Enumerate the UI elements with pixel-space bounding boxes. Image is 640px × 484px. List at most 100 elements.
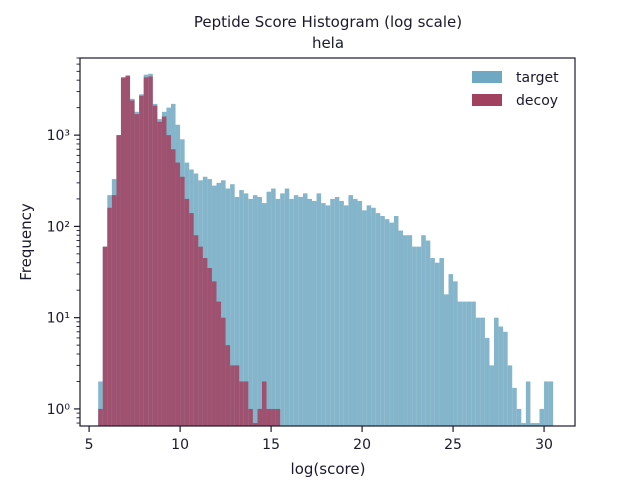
target-bar xyxy=(530,423,535,426)
target-bar xyxy=(403,235,408,426)
target-bar xyxy=(457,301,463,426)
y-tick-label: 10³ xyxy=(47,128,70,144)
target-bar xyxy=(462,301,467,426)
target-bar xyxy=(98,381,103,426)
target-bar xyxy=(261,203,267,426)
y-tick-label: 10² xyxy=(47,219,70,235)
target-bar xyxy=(325,205,331,426)
bars-layer xyxy=(98,73,554,427)
decoy-bar xyxy=(252,423,258,426)
legend-swatch-decoy xyxy=(472,94,502,106)
target-bar xyxy=(380,215,385,426)
decoy-bar xyxy=(98,408,103,426)
target-bar xyxy=(498,326,504,426)
target-bar xyxy=(239,190,244,426)
decoy-bar xyxy=(152,105,158,426)
target-bar xyxy=(407,235,413,426)
target-bar xyxy=(316,193,322,426)
x-axis-label: log(score) xyxy=(291,460,366,478)
target-bar xyxy=(330,198,335,426)
decoy-bar xyxy=(107,207,112,426)
target-bar xyxy=(266,191,272,426)
target-bar xyxy=(471,301,476,426)
x-tick-label: 10 xyxy=(171,437,189,453)
target-bar xyxy=(389,222,394,426)
target-bar xyxy=(366,205,372,426)
target-bar xyxy=(430,258,435,426)
target-bar xyxy=(348,195,353,426)
target-bar xyxy=(494,317,499,426)
decoy-bar xyxy=(175,162,181,427)
decoy-bar xyxy=(211,281,217,426)
target-bar xyxy=(516,408,522,426)
target-bar xyxy=(334,196,340,426)
target-bar xyxy=(525,381,531,426)
target-bar xyxy=(434,262,440,426)
decoy-bar xyxy=(216,301,222,426)
target-bar xyxy=(284,188,290,426)
target-bar xyxy=(484,337,490,426)
decoy-bar xyxy=(271,408,276,426)
target-bar xyxy=(280,193,285,426)
target-bar xyxy=(371,207,376,426)
decoy-bar xyxy=(225,345,231,426)
decoy-bar xyxy=(143,77,149,426)
target-bar xyxy=(489,365,495,426)
target-bar xyxy=(234,196,240,426)
decoy-bar xyxy=(248,408,253,426)
target-bar xyxy=(453,281,458,426)
decoy-bar xyxy=(157,121,162,426)
target-bar xyxy=(271,188,276,426)
target-bar xyxy=(534,423,540,426)
decoy-bar xyxy=(184,198,190,426)
legend: target decoy xyxy=(472,70,559,109)
target-bar xyxy=(507,365,513,426)
target-bar xyxy=(421,235,426,426)
decoy-bar xyxy=(266,408,272,426)
target-bar xyxy=(425,240,431,426)
target-bar xyxy=(243,193,249,426)
target-bar xyxy=(443,294,449,426)
target-bar xyxy=(393,215,399,426)
target-bar xyxy=(439,258,444,426)
target-bar xyxy=(343,205,349,426)
decoy-bar xyxy=(198,246,203,426)
decoy-bar xyxy=(257,408,262,426)
target-bar xyxy=(321,203,326,426)
target-bar xyxy=(307,198,313,426)
target-bar xyxy=(221,180,226,426)
target-bar xyxy=(503,331,508,426)
decoy-bar xyxy=(261,381,267,426)
target-bar xyxy=(475,317,481,426)
target-bar xyxy=(225,188,231,426)
decoy-bar xyxy=(148,76,153,427)
decoy-bar xyxy=(243,381,249,426)
decoy-bar xyxy=(120,77,126,426)
decoy-bar xyxy=(102,246,108,426)
decoy-bar xyxy=(193,235,199,426)
x-tick-label: 5 xyxy=(85,437,94,453)
chart-subtitle: hela xyxy=(312,34,344,52)
x-tick-label: 20 xyxy=(353,437,371,453)
decoy-bar xyxy=(239,381,244,426)
decoy-bar xyxy=(170,149,176,426)
target-bar xyxy=(302,193,308,426)
decoy-bar xyxy=(207,268,212,426)
decoy-bar xyxy=(139,95,144,426)
target-bar xyxy=(275,198,281,426)
target-bar xyxy=(375,213,381,426)
decoy-bar xyxy=(111,195,117,426)
legend-label-decoy: decoy xyxy=(516,93,558,109)
decoy-bar xyxy=(234,365,240,426)
chart-title: Peptide Score Histogram (log scale) xyxy=(194,13,462,31)
y-axis-label: Frequency xyxy=(17,203,35,281)
x-tick-label: 25 xyxy=(444,437,462,453)
target-bar xyxy=(512,387,517,426)
decoy-bar xyxy=(275,408,281,426)
decoy-bar xyxy=(230,365,235,426)
target-bar xyxy=(398,230,404,426)
target-bar xyxy=(248,198,253,426)
legend-swatch-target xyxy=(472,71,502,83)
